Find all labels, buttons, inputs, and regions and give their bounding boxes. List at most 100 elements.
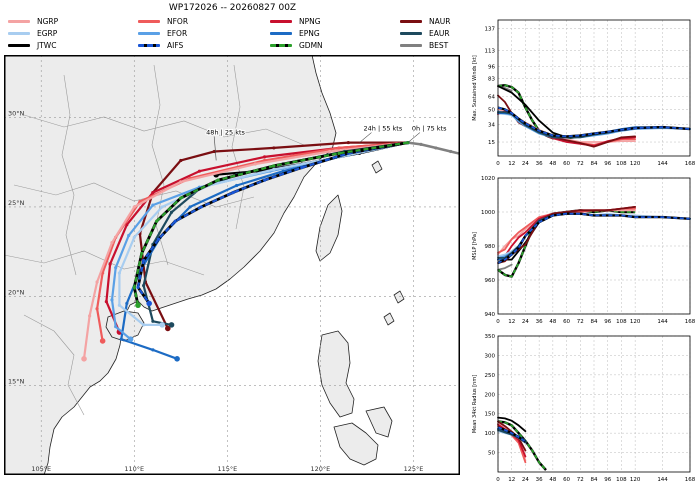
track-point [179,158,183,163]
track-point [216,178,220,182]
legend-item-nfor: NFOR [138,17,188,26]
x-tick-label: 168 [685,477,696,483]
track-point [300,165,304,170]
track-point [434,146,438,150]
track-point [188,205,192,209]
y-tick-label: 1000 [481,210,495,216]
track-point [151,191,155,195]
y-tick-label: 50 [488,451,495,457]
legend: NGRP NFOR NPNG NAUR EGRP EFOR EPNG EAUR JTWC AIFS… [8,17,460,53]
y-tick-label: 940 [485,312,496,318]
x-tick-label: 96 [604,319,611,325]
track-point [141,323,146,327]
x-tick-label: 84 [591,319,598,325]
track-point [95,280,99,284]
legend-swatch [8,20,30,23]
x-tick-label: 60 [563,477,570,483]
legend-item-gdmn: GDMN [270,41,323,50]
pressure-panel: 0 12 24 36 48 60 72 84 96 108 120 144 168 940 960 980 10… [472,176,696,325]
track-point [346,140,350,145]
forecast-annotation: 48h | 25 kts [205,127,247,161]
chart-title: WP172026 -- 20260827 00Z [168,3,297,13]
x-tick-label: 36 [536,161,543,167]
legend-item-jtwc: JTWC [8,41,56,50]
track-point [108,262,112,266]
winds-panel: 0 12 24 36 48 60 72 84 96 108 120 144 168 15 34 50 64 83 9… [472,19,696,167]
y-tick-label: 137 [485,26,496,32]
annotation-label: 0h | 75 kts [412,125,447,133]
legend-swatch [400,20,422,23]
x-tick-label: 96 [604,477,611,483]
lon-tick-label: 110°E [124,465,144,473]
legend-item-egrp: EGRP [8,29,57,38]
y-tick-label: 200 [485,392,496,398]
legend-swatch [138,20,160,23]
track-point [132,235,136,239]
legend-label: EAUR [429,29,450,38]
series-jtwc [497,416,527,433]
legend-swatch [138,32,160,35]
legend-item-naur: NAUR [400,17,450,26]
philippine-islands [333,406,393,466]
annotation-label: 24h | 55 kts [363,125,402,133]
y-tick-label: 350 [485,334,496,340]
x-tick-label: 12 [508,477,515,483]
x-tick-label: 120 [630,477,641,483]
track-point [110,298,114,302]
series-line [497,420,547,471]
y-axis-label: Mean 34kt Radius [nm] [472,375,478,433]
series-line [497,416,527,433]
track-point [168,322,175,328]
track-point [169,210,174,214]
annotation-label: 48h | 25 kts [206,128,245,136]
y-tick-label: 34 [488,122,495,128]
x-tick-label: 108 [616,319,627,325]
series-line [497,263,513,271]
track-point [173,219,177,223]
y-tick-label: 300 [485,353,496,359]
legend-swatch [400,32,422,35]
track-point [197,169,202,173]
track-map: 105°E 110°E 115°E 120°E 125°E 15°N 20°N 25°N 30°… [4,55,460,475]
track-point [419,142,423,146]
map-gridlines [4,55,460,475]
track-point [253,162,257,166]
track-line [118,141,409,326]
y-tick-label: 960 [485,278,496,284]
x-tick-label: 12 [508,161,515,167]
track-point [88,314,92,318]
y-tick-label: 50 [488,107,495,113]
legend-label: NPNG [299,17,321,26]
track-point [117,271,121,275]
series-line [497,85,568,139]
legend-item-aifs: AIFS [138,41,183,50]
x-tick-label: 120 [630,319,641,325]
x-tick-label: 0 [496,477,500,483]
y-tick-label: 113 [485,49,496,55]
legend-swatch [8,44,30,47]
legend-item-npng: NPNG [270,17,321,26]
y-tick-label: 1020 [481,176,495,182]
track-point [110,241,114,245]
lat-tick-label: 20°N [8,288,25,296]
y-tick-label: 96 [488,65,495,71]
track-point [231,191,235,195]
x-tick-label: 84 [591,161,598,167]
track-point [141,258,146,263]
x-tick-label: 144 [657,319,668,325]
y-tick-label: 83 [488,77,495,83]
y-axis-label: MSLP [hPa] [472,232,478,260]
legend-label: NGRP [37,17,59,26]
series-line [497,212,691,264]
track-point [160,205,164,209]
track-point [155,219,159,223]
track-gdmn [132,140,410,309]
y-tick-label: 15 [488,140,495,146]
track-point [151,203,155,207]
track-point [328,149,332,154]
track-point [146,300,152,307]
plot-frame [497,177,691,315]
series-line [497,426,526,443]
x-tick-label: 144 [657,161,668,167]
legend-swatch [138,44,160,47]
